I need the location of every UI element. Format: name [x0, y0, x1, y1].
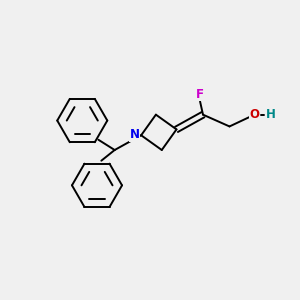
Text: F: F — [196, 88, 204, 100]
Text: N: N — [130, 128, 140, 141]
Text: O: O — [250, 108, 260, 121]
Text: H: H — [266, 108, 276, 121]
